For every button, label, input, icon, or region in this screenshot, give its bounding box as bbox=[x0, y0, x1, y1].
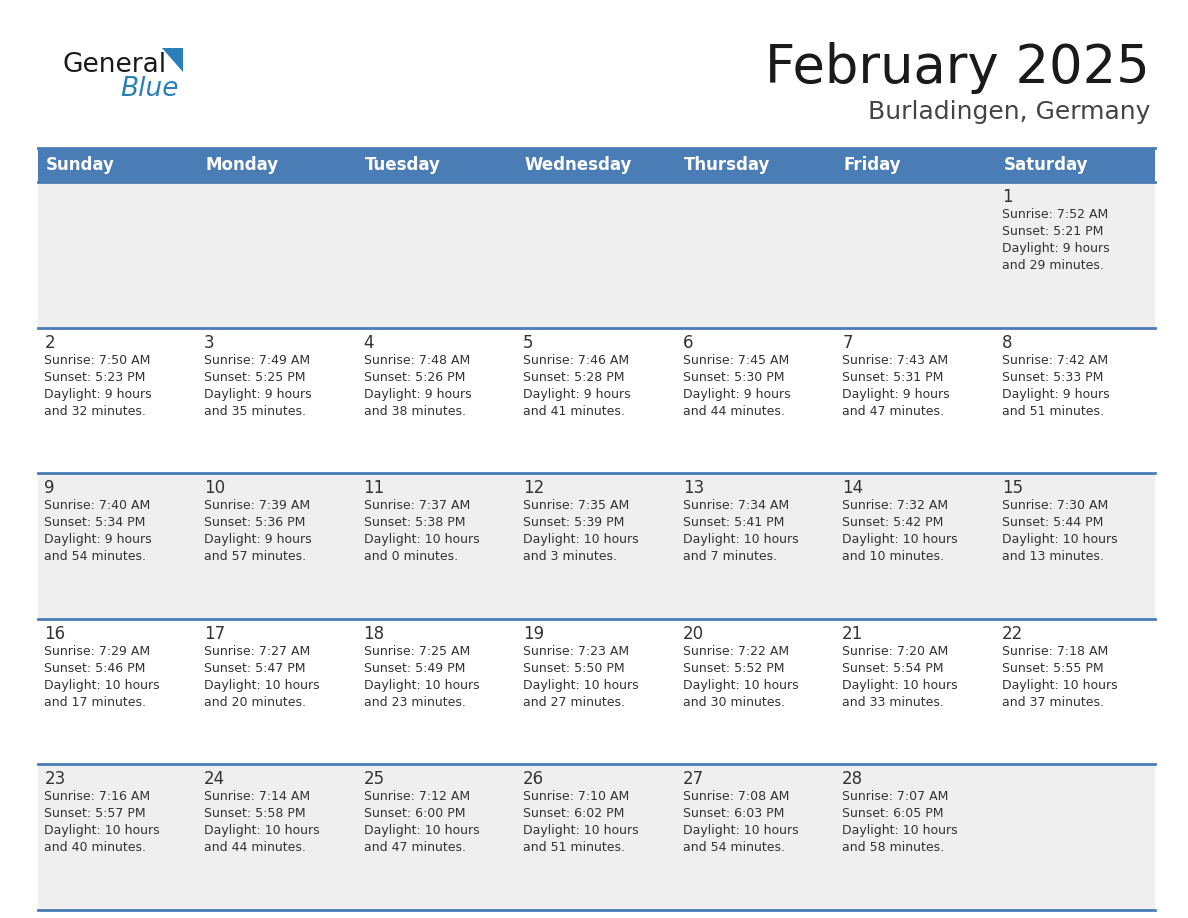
Bar bbox=[38, 182, 1155, 328]
Text: Sunrise: 7:27 AM
Sunset: 5:47 PM
Daylight: 10 hours
and 20 minutes.: Sunrise: 7:27 AM Sunset: 5:47 PM Dayligh… bbox=[204, 644, 320, 709]
Text: 8: 8 bbox=[1001, 333, 1012, 352]
Text: Sunrise: 7:42 AM
Sunset: 5:33 PM
Daylight: 9 hours
and 51 minutes.: Sunrise: 7:42 AM Sunset: 5:33 PM Dayligh… bbox=[1001, 353, 1110, 418]
Bar bbox=[197, 148, 358, 182]
Text: 6: 6 bbox=[683, 333, 693, 352]
Text: Wednesday: Wednesday bbox=[525, 156, 632, 174]
Text: Sunrise: 7:37 AM
Sunset: 5:38 PM
Daylight: 10 hours
and 0 minutes.: Sunrise: 7:37 AM Sunset: 5:38 PM Dayligh… bbox=[364, 499, 479, 564]
Text: 15: 15 bbox=[1001, 479, 1023, 498]
Text: Sunrise: 7:18 AM
Sunset: 5:55 PM
Daylight: 10 hours
and 37 minutes.: Sunrise: 7:18 AM Sunset: 5:55 PM Dayligh… bbox=[1001, 644, 1118, 709]
Text: 5: 5 bbox=[523, 333, 533, 352]
Bar bbox=[836, 148, 996, 182]
Text: 16: 16 bbox=[44, 625, 65, 643]
Bar bbox=[38, 765, 1155, 910]
Text: February 2025: February 2025 bbox=[765, 42, 1150, 94]
Text: 25: 25 bbox=[364, 770, 385, 789]
Text: 14: 14 bbox=[842, 479, 864, 498]
Text: Tuesday: Tuesday bbox=[365, 156, 441, 174]
Text: 27: 27 bbox=[683, 770, 703, 789]
Text: 2: 2 bbox=[44, 333, 55, 352]
Text: 20: 20 bbox=[683, 625, 703, 643]
Bar bbox=[358, 148, 517, 182]
Text: Sunrise: 7:16 AM
Sunset: 5:57 PM
Daylight: 10 hours
and 40 minutes.: Sunrise: 7:16 AM Sunset: 5:57 PM Dayligh… bbox=[44, 790, 160, 855]
Text: Burladingen, Germany: Burladingen, Germany bbox=[867, 100, 1150, 124]
Text: 22: 22 bbox=[1001, 625, 1023, 643]
Text: Sunrise: 7:14 AM
Sunset: 5:58 PM
Daylight: 10 hours
and 44 minutes.: Sunrise: 7:14 AM Sunset: 5:58 PM Dayligh… bbox=[204, 790, 320, 855]
Text: Sunday: Sunday bbox=[46, 156, 115, 174]
Text: 26: 26 bbox=[523, 770, 544, 789]
Text: 24: 24 bbox=[204, 770, 225, 789]
Text: 12: 12 bbox=[523, 479, 544, 498]
Text: Sunrise: 7:22 AM
Sunset: 5:52 PM
Daylight: 10 hours
and 30 minutes.: Sunrise: 7:22 AM Sunset: 5:52 PM Dayligh… bbox=[683, 644, 798, 709]
Text: Saturday: Saturday bbox=[1004, 156, 1088, 174]
Text: 17: 17 bbox=[204, 625, 225, 643]
Text: Thursday: Thursday bbox=[684, 156, 771, 174]
Text: Sunrise: 7:50 AM
Sunset: 5:23 PM
Daylight: 9 hours
and 32 minutes.: Sunrise: 7:50 AM Sunset: 5:23 PM Dayligh… bbox=[44, 353, 152, 418]
Text: Sunrise: 7:25 AM
Sunset: 5:49 PM
Daylight: 10 hours
and 23 minutes.: Sunrise: 7:25 AM Sunset: 5:49 PM Dayligh… bbox=[364, 644, 479, 709]
Text: Sunrise: 7:30 AM
Sunset: 5:44 PM
Daylight: 10 hours
and 13 minutes.: Sunrise: 7:30 AM Sunset: 5:44 PM Dayligh… bbox=[1001, 499, 1118, 564]
Text: Sunrise: 7:39 AM
Sunset: 5:36 PM
Daylight: 9 hours
and 57 minutes.: Sunrise: 7:39 AM Sunset: 5:36 PM Dayligh… bbox=[204, 499, 311, 564]
Polygon shape bbox=[162, 48, 183, 72]
Text: Sunrise: 7:23 AM
Sunset: 5:50 PM
Daylight: 10 hours
and 27 minutes.: Sunrise: 7:23 AM Sunset: 5:50 PM Dayligh… bbox=[523, 644, 639, 709]
Text: 11: 11 bbox=[364, 479, 385, 498]
Text: Monday: Monday bbox=[206, 156, 279, 174]
Text: General: General bbox=[62, 52, 166, 78]
Text: Blue: Blue bbox=[120, 76, 178, 102]
Text: 21: 21 bbox=[842, 625, 864, 643]
Bar bbox=[996, 148, 1155, 182]
Bar bbox=[38, 473, 1155, 619]
Text: Sunrise: 7:07 AM
Sunset: 6:05 PM
Daylight: 10 hours
and 58 minutes.: Sunrise: 7:07 AM Sunset: 6:05 PM Dayligh… bbox=[842, 790, 958, 855]
Text: Sunrise: 7:43 AM
Sunset: 5:31 PM
Daylight: 9 hours
and 47 minutes.: Sunrise: 7:43 AM Sunset: 5:31 PM Dayligh… bbox=[842, 353, 950, 418]
Text: 1: 1 bbox=[1001, 188, 1012, 206]
Text: 9: 9 bbox=[44, 479, 55, 498]
Text: Sunrise: 7:40 AM
Sunset: 5:34 PM
Daylight: 9 hours
and 54 minutes.: Sunrise: 7:40 AM Sunset: 5:34 PM Dayligh… bbox=[44, 499, 152, 564]
Text: 4: 4 bbox=[364, 333, 374, 352]
Bar bbox=[38, 328, 1155, 473]
Text: 3: 3 bbox=[204, 333, 215, 352]
Text: 18: 18 bbox=[364, 625, 385, 643]
Text: Friday: Friday bbox=[843, 156, 902, 174]
Bar bbox=[517, 148, 676, 182]
Text: Sunrise: 7:35 AM
Sunset: 5:39 PM
Daylight: 10 hours
and 3 minutes.: Sunrise: 7:35 AM Sunset: 5:39 PM Dayligh… bbox=[523, 499, 639, 564]
Text: 13: 13 bbox=[683, 479, 704, 498]
Text: Sunrise: 7:46 AM
Sunset: 5:28 PM
Daylight: 9 hours
and 41 minutes.: Sunrise: 7:46 AM Sunset: 5:28 PM Dayligh… bbox=[523, 353, 631, 418]
Text: 10: 10 bbox=[204, 479, 225, 498]
Bar bbox=[38, 619, 1155, 765]
Text: 7: 7 bbox=[842, 333, 853, 352]
Text: Sunrise: 7:32 AM
Sunset: 5:42 PM
Daylight: 10 hours
and 10 minutes.: Sunrise: 7:32 AM Sunset: 5:42 PM Dayligh… bbox=[842, 499, 958, 564]
Text: Sunrise: 7:49 AM
Sunset: 5:25 PM
Daylight: 9 hours
and 35 minutes.: Sunrise: 7:49 AM Sunset: 5:25 PM Dayligh… bbox=[204, 353, 311, 418]
Text: 19: 19 bbox=[523, 625, 544, 643]
Text: 28: 28 bbox=[842, 770, 864, 789]
Bar bbox=[676, 148, 836, 182]
Text: Sunrise: 7:48 AM
Sunset: 5:26 PM
Daylight: 9 hours
and 38 minutes.: Sunrise: 7:48 AM Sunset: 5:26 PM Dayligh… bbox=[364, 353, 472, 418]
Text: Sunrise: 7:29 AM
Sunset: 5:46 PM
Daylight: 10 hours
and 17 minutes.: Sunrise: 7:29 AM Sunset: 5:46 PM Dayligh… bbox=[44, 644, 160, 709]
Bar bbox=[38, 148, 197, 182]
Text: 23: 23 bbox=[44, 770, 65, 789]
Text: Sunrise: 7:20 AM
Sunset: 5:54 PM
Daylight: 10 hours
and 33 minutes.: Sunrise: 7:20 AM Sunset: 5:54 PM Dayligh… bbox=[842, 644, 958, 709]
Text: Sunrise: 7:34 AM
Sunset: 5:41 PM
Daylight: 10 hours
and 7 minutes.: Sunrise: 7:34 AM Sunset: 5:41 PM Dayligh… bbox=[683, 499, 798, 564]
Text: Sunrise: 7:10 AM
Sunset: 6:02 PM
Daylight: 10 hours
and 51 minutes.: Sunrise: 7:10 AM Sunset: 6:02 PM Dayligh… bbox=[523, 790, 639, 855]
Text: Sunrise: 7:52 AM
Sunset: 5:21 PM
Daylight: 9 hours
and 29 minutes.: Sunrise: 7:52 AM Sunset: 5:21 PM Dayligh… bbox=[1001, 208, 1110, 272]
Text: Sunrise: 7:08 AM
Sunset: 6:03 PM
Daylight: 10 hours
and 54 minutes.: Sunrise: 7:08 AM Sunset: 6:03 PM Dayligh… bbox=[683, 790, 798, 855]
Text: Sunrise: 7:45 AM
Sunset: 5:30 PM
Daylight: 9 hours
and 44 minutes.: Sunrise: 7:45 AM Sunset: 5:30 PM Dayligh… bbox=[683, 353, 790, 418]
Text: Sunrise: 7:12 AM
Sunset: 6:00 PM
Daylight: 10 hours
and 47 minutes.: Sunrise: 7:12 AM Sunset: 6:00 PM Dayligh… bbox=[364, 790, 479, 855]
